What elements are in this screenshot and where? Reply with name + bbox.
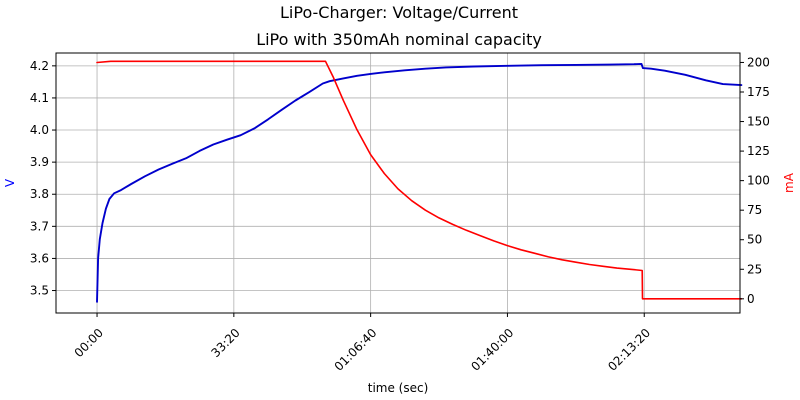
y-left-tick-label: 3.6 bbox=[30, 251, 49, 265]
y-right-tick-label: 0 bbox=[747, 292, 755, 306]
y-left-tick-label: 4.1 bbox=[30, 91, 49, 105]
plot-frame bbox=[55, 52, 741, 314]
y-right-tick-label: 25 bbox=[747, 262, 762, 276]
y-right-tick-label: 175 bbox=[747, 85, 770, 99]
y-axis-left-label: V bbox=[3, 178, 17, 187]
y-left-tick-label: 3.9 bbox=[30, 155, 49, 169]
y-left-tick-label: 4.0 bbox=[30, 123, 49, 137]
y-left-tick-label: 3.5 bbox=[30, 284, 49, 298]
chart-subtitle: LiPo with 350mAh nominal capacity bbox=[256, 30, 542, 49]
y-right-tick-label: 50 bbox=[747, 233, 762, 247]
y-right-tick-label: 100 bbox=[747, 174, 770, 188]
chart-title: LiPo-Charger: Voltage/Current bbox=[280, 3, 518, 22]
y-right-tick-label: 125 bbox=[747, 144, 770, 158]
voltage-line bbox=[96, 62, 743, 303]
grid bbox=[56, 53, 740, 313]
y-axis-left: 3.5 3.6 3.7 3.8 3.9 4.0 4.1 4.2 bbox=[30, 59, 56, 298]
current-line bbox=[96, 60, 743, 300]
y-left-tick-label: 3.7 bbox=[30, 219, 49, 233]
series-layer bbox=[96, 60, 743, 303]
y-right-tick-label: 150 bbox=[747, 115, 770, 129]
x-axis-label: time (sec) bbox=[368, 381, 429, 395]
y-right-tick-label: 200 bbox=[747, 55, 770, 69]
y-left-tick-label: 3.8 bbox=[30, 187, 49, 201]
y-axis-right: 0 25 50 75 100 125 150 175 200 bbox=[740, 55, 770, 306]
y-axis-right-label: mA bbox=[782, 172, 796, 193]
y-left-tick-label: 4.2 bbox=[30, 59, 49, 73]
y-right-tick-label: 75 bbox=[747, 203, 762, 217]
